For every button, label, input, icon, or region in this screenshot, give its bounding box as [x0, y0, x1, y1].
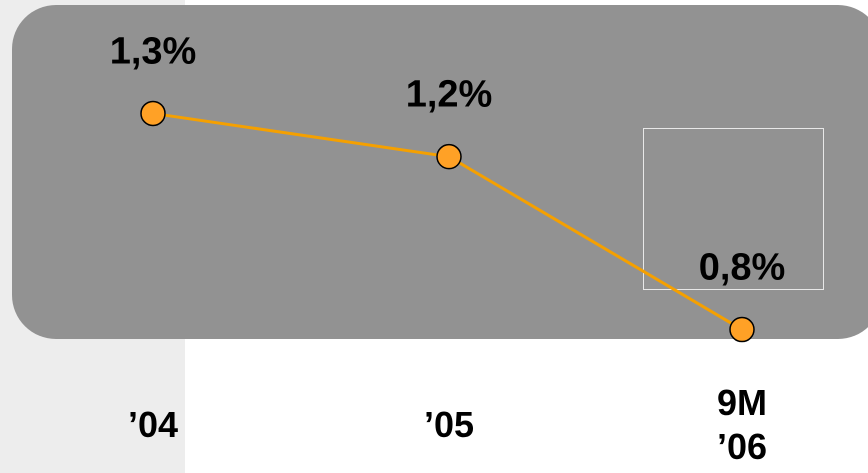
data-label: 0,8%	[699, 247, 786, 289]
data-label: 1,3%	[110, 30, 197, 72]
x-tick-label: ’05	[424, 404, 474, 445]
data-points	[140, 100, 755, 343]
data-point	[140, 100, 166, 127]
data-label: 1,2%	[406, 74, 493, 116]
x-tick-label: 9M	[717, 382, 767, 423]
data-labels: 1,3% 1,2% 0,8%	[110, 30, 786, 288]
data-point	[436, 143, 462, 170]
x-tick-label: ’06	[717, 426, 767, 467]
plot-area	[12, 5, 868, 339]
x-tick-label: ’04	[128, 404, 178, 445]
data-point	[729, 316, 755, 343]
highlight-box	[643, 128, 824, 290]
x-axis-tick-labels: ’04 ’05 9M’06	[128, 382, 767, 467]
